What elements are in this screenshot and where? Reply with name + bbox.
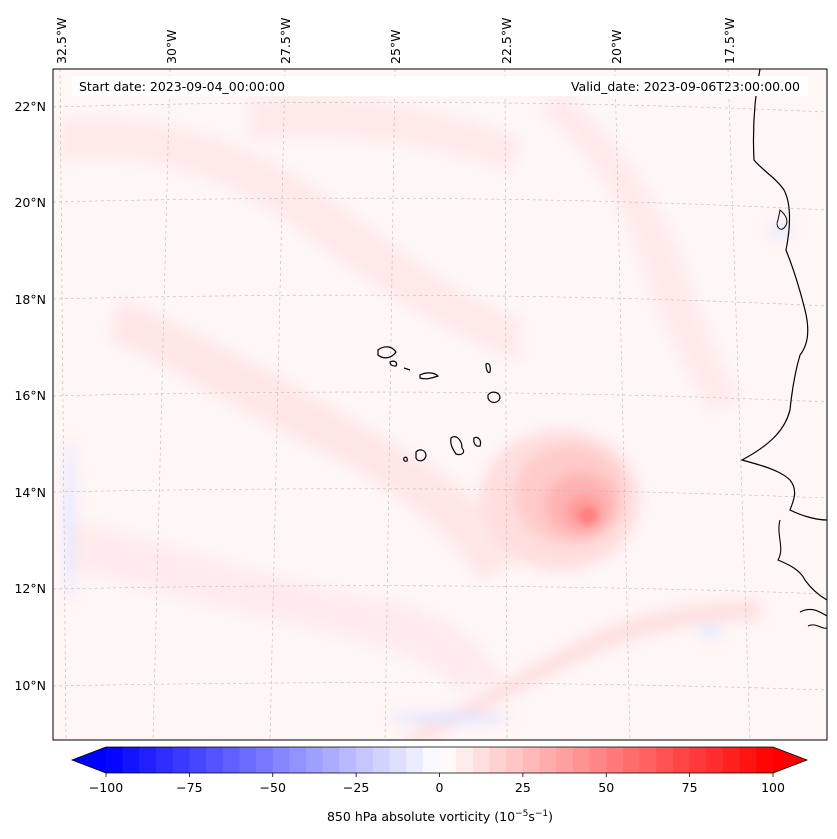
valid-date-label: Valid_date: 2023-09-06T23:00:00.00 [571, 79, 800, 94]
colorbar-segment [539, 747, 557, 773]
lon-label: 25°W [388, 29, 403, 64]
colorbar-label: 850 hPa absolute vorticity (10−5s−1) [327, 809, 553, 824]
colorbar-segment [406, 747, 424, 773]
colorbar-segment [206, 747, 224, 773]
colorbar-segment [606, 747, 624, 773]
colorbar-tick-label: 0 [436, 780, 444, 795]
colorbar-segment [222, 747, 240, 773]
map-panel: Start date: 2023-09-04_00:00:00 Valid_da… [53, 69, 827, 740]
lat-label: 18°N [14, 292, 46, 307]
vorticity-field [60, 90, 790, 740]
colorbar-segment [372, 747, 391, 773]
colorbar-segment [389, 747, 407, 773]
gridlines [53, 69, 827, 740]
colorbar-segment [556, 747, 574, 773]
latitude-labels: 22°N 20°N 18°N 16°N 14°N 12°N 10°N [14, 99, 46, 693]
colorbar-segment [356, 747, 374, 773]
annotation-background [72, 76, 808, 96]
colorbar-extend-min [72, 747, 106, 773]
lon-label: 22.5°W [499, 18, 514, 64]
colorbar-segment [139, 747, 157, 773]
colorbar-segment [656, 747, 674, 773]
colorbar-tick-label: 50 [598, 780, 614, 795]
lon-label: 17.5°W [722, 18, 737, 64]
lat-label: 10°N [14, 678, 46, 693]
colorbar: −100 −75 −50 −25 0 25 50 75 100 850 hPa absolute… [70, 746, 809, 824]
colorbar-segments [72, 747, 807, 773]
vorticity-core [579, 508, 597, 524]
lon-label: 20°W [609, 29, 624, 64]
colorbar-segment [722, 747, 741, 773]
colorbar-segment [672, 747, 691, 773]
colorbar-extend-max [773, 747, 807, 773]
lon-label: 32.5°W [54, 18, 69, 64]
lon-label: 27.5°W [278, 18, 293, 64]
colorbar-segment [489, 747, 507, 773]
colorbar-tick-label: −25 [343, 780, 369, 795]
colorbar-segment [306, 747, 324, 773]
colorbar-tick-label: −50 [260, 780, 286, 795]
african-coastline [740, 69, 827, 521]
lat-label: 12°N [14, 581, 46, 596]
colorbar-segment [456, 747, 474, 773]
colorbar-segment [472, 747, 491, 773]
colorbar-segment [639, 747, 657, 773]
colorbar-segment [256, 747, 274, 773]
lat-label: 22°N [14, 99, 46, 114]
colorbar-segment [239, 747, 257, 773]
colorbar-segment [756, 747, 774, 773]
colorbar-segment [106, 747, 124, 773]
colorbar-segment [189, 747, 207, 773]
colorbar-tick-label: 75 [682, 780, 698, 795]
colorbar-segment [522, 747, 541, 773]
colorbar-segment [689, 747, 707, 773]
colorbar-segment [289, 747, 307, 773]
colorbar-segment [706, 747, 724, 773]
colorbar-segment [272, 747, 291, 773]
colorbar-segment [339, 747, 357, 773]
colorbar-segment [739, 747, 757, 773]
colorbar-tick-label: −75 [176, 780, 202, 795]
colorbar-segment [589, 747, 607, 773]
colorbar-segment [439, 747, 457, 773]
start-date-label: Start date: 2023-09-04_00:00:00 [79, 79, 285, 94]
colorbar-segment [156, 747, 174, 773]
colorbar-segment [572, 747, 591, 773]
colorbar-segment [622, 747, 641, 773]
longitude-labels: 32.5°W 30°W 27.5°W 25°W 22.5°W 20°W 17.5… [54, 18, 737, 64]
colorbar-ticks: −100 −75 −50 −25 0 25 50 75 100 [89, 773, 785, 795]
colorbar-tick-label: 100 [761, 780, 785, 795]
map-frame [52, 68, 828, 741]
colorbar-segment [172, 747, 190, 773]
colorbar-tick-label: 25 [515, 780, 531, 795]
lon-label: 30°W [164, 29, 179, 64]
colorbar-segment [506, 747, 524, 773]
colorbar-tick-label: −100 [89, 780, 123, 795]
lat-label: 20°N [14, 195, 46, 210]
lat-label: 16°N [14, 388, 46, 403]
cabo-verde-islands [377, 346, 501, 462]
colorbar-segment [322, 747, 341, 773]
colorbar-segment [122, 747, 140, 773]
lat-label: 14°N [14, 485, 46, 500]
colorbar-segment [422, 747, 441, 773]
senegal-guinea-coast [777, 519, 827, 629]
